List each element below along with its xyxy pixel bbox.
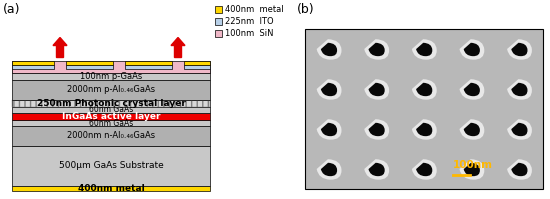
- PathPatch shape: [317, 39, 342, 60]
- FancyArrow shape: [53, 37, 67, 58]
- PathPatch shape: [317, 119, 342, 140]
- Text: InGaAs active layer: InGaAs active layer: [62, 112, 160, 121]
- Bar: [12, 60, 54, 69]
- PathPatch shape: [364, 39, 389, 60]
- Bar: [305, 29, 543, 189]
- Text: 250nm Photonic crystal layer: 250nm Photonic crystal layer: [36, 99, 185, 108]
- PathPatch shape: [317, 79, 342, 100]
- Bar: [12, 60, 54, 64]
- PathPatch shape: [364, 159, 389, 180]
- Bar: [12, 113, 210, 120]
- PathPatch shape: [321, 43, 337, 56]
- Bar: [66, 64, 113, 69]
- PathPatch shape: [507, 39, 532, 60]
- Text: 500μm GaAs Substrate: 500μm GaAs Substrate: [59, 162, 163, 171]
- Text: 2000nm n-Al₀.₄₆GaAs: 2000nm n-Al₀.₄₆GaAs: [67, 132, 155, 140]
- Bar: [125, 60, 172, 64]
- Bar: [12, 107, 210, 113]
- PathPatch shape: [412, 39, 437, 60]
- Bar: [184, 60, 210, 64]
- Bar: [215, 18, 222, 25]
- PathPatch shape: [459, 79, 485, 100]
- PathPatch shape: [464, 163, 480, 176]
- PathPatch shape: [464, 43, 480, 56]
- PathPatch shape: [459, 119, 485, 140]
- PathPatch shape: [368, 83, 384, 96]
- Text: 60nm GaAs: 60nm GaAs: [89, 118, 133, 128]
- PathPatch shape: [416, 123, 432, 136]
- Bar: [12, 100, 210, 107]
- Bar: [12, 100, 210, 107]
- Bar: [12, 64, 54, 69]
- Bar: [184, 64, 210, 69]
- Bar: [125, 60, 172, 69]
- PathPatch shape: [416, 163, 432, 176]
- PathPatch shape: [507, 119, 532, 140]
- PathPatch shape: [317, 159, 342, 180]
- Bar: [12, 73, 210, 80]
- PathPatch shape: [507, 159, 532, 180]
- Bar: [12, 80, 210, 100]
- Bar: [215, 6, 222, 13]
- PathPatch shape: [368, 163, 384, 176]
- PathPatch shape: [412, 119, 437, 140]
- FancyArrow shape: [171, 37, 185, 58]
- Bar: [12, 120, 210, 126]
- Text: (a): (a): [3, 3, 20, 16]
- PathPatch shape: [368, 123, 384, 136]
- PathPatch shape: [364, 119, 389, 140]
- Bar: [184, 60, 210, 69]
- PathPatch shape: [412, 79, 437, 100]
- PathPatch shape: [512, 43, 527, 56]
- PathPatch shape: [416, 43, 432, 56]
- Text: 100nm p-GaAs: 100nm p-GaAs: [80, 72, 142, 81]
- Text: (b): (b): [297, 3, 315, 16]
- Text: 2000nm p-Al₀.₄₆GaAs: 2000nm p-Al₀.₄₆GaAs: [67, 86, 155, 95]
- Text: 100nm  SiN: 100nm SiN: [225, 28, 273, 37]
- Text: 400nm metal: 400nm metal: [78, 184, 144, 193]
- PathPatch shape: [416, 83, 432, 96]
- PathPatch shape: [412, 159, 437, 180]
- Bar: [12, 60, 210, 73]
- Text: 400nm  metal: 400nm metal: [225, 5, 284, 14]
- Bar: [125, 64, 172, 69]
- PathPatch shape: [507, 79, 532, 100]
- Bar: [12, 69, 210, 73]
- Bar: [12, 146, 210, 186]
- PathPatch shape: [459, 159, 485, 180]
- Text: 225nm  ITO: 225nm ITO: [225, 17, 274, 25]
- Bar: [12, 126, 210, 146]
- PathPatch shape: [459, 39, 485, 60]
- Text: 60nm GaAs: 60nm GaAs: [89, 105, 133, 114]
- PathPatch shape: [512, 163, 527, 176]
- PathPatch shape: [464, 83, 480, 96]
- Text: 100nm: 100nm: [453, 160, 493, 170]
- Bar: [215, 30, 222, 37]
- PathPatch shape: [512, 123, 527, 136]
- Bar: [66, 60, 113, 69]
- PathPatch shape: [321, 163, 337, 176]
- PathPatch shape: [321, 123, 337, 136]
- Bar: [12, 186, 210, 191]
- PathPatch shape: [364, 79, 389, 100]
- PathPatch shape: [321, 83, 337, 96]
- PathPatch shape: [464, 123, 480, 136]
- Bar: [66, 60, 113, 64]
- PathPatch shape: [368, 43, 384, 56]
- PathPatch shape: [512, 83, 527, 96]
